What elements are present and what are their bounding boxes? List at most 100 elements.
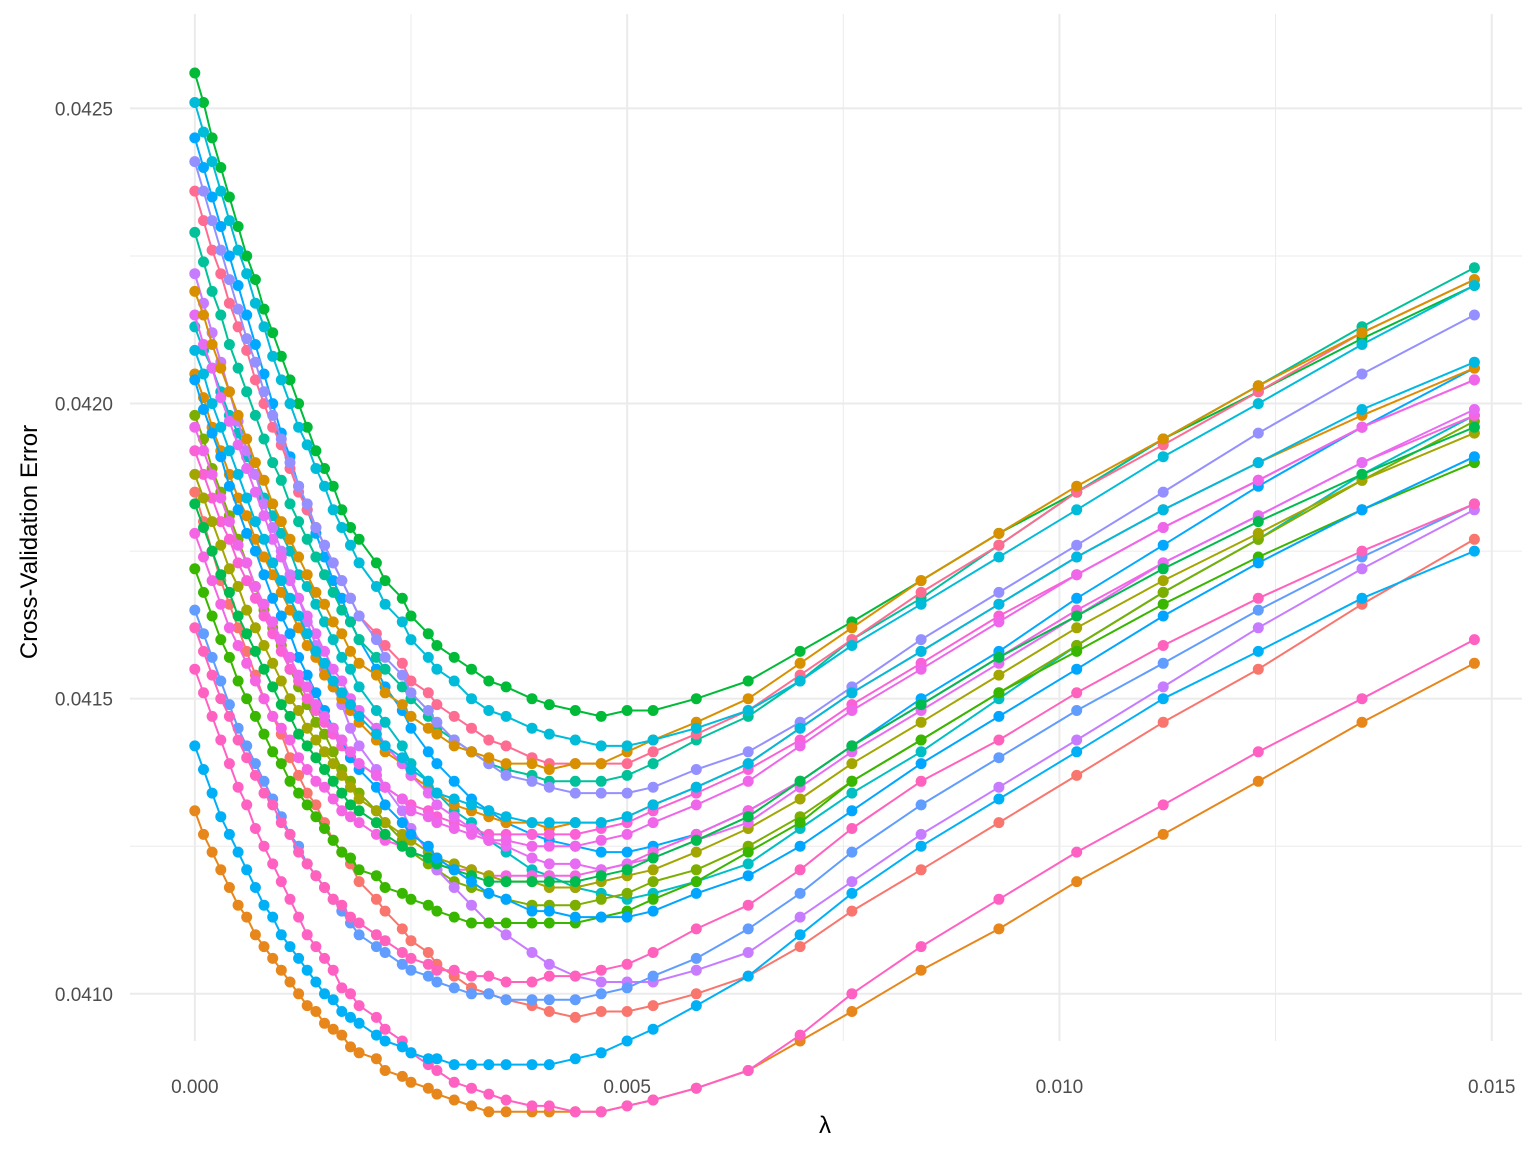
- data-point: [396, 616, 408, 628]
- data-point: [370, 893, 382, 905]
- data-point: [267, 592, 279, 604]
- data-point: [526, 758, 538, 770]
- data-point: [241, 309, 253, 321]
- data-point: [223, 191, 235, 203]
- data-point: [621, 705, 633, 716]
- data-point: [189, 740, 201, 752]
- data-point: [647, 705, 659, 716]
- data-point: [742, 775, 754, 787]
- series-23: [189, 97, 1480, 752]
- data-point: [526, 693, 538, 705]
- data-point: [846, 887, 858, 899]
- data-point: [275, 699, 287, 711]
- data-point: [223, 250, 235, 262]
- data-point: [198, 687, 209, 699]
- data-point: [543, 817, 555, 829]
- data-point: [1468, 356, 1480, 368]
- data-point: [353, 793, 365, 805]
- data-point: [1071, 645, 1083, 657]
- data-point: [258, 941, 270, 953]
- data-point: [198, 162, 209, 173]
- data-point: [319, 764, 330, 775]
- data-point: [526, 1059, 538, 1071]
- data-point: [543, 876, 555, 888]
- data-point: [621, 811, 633, 823]
- data-point: [267, 350, 279, 362]
- data-point: [241, 250, 253, 262]
- data-point: [198, 764, 209, 775]
- data-point: [1157, 693, 1169, 705]
- y-tick-labels: 0.0410 0.0415 0.0420 0.0425: [55, 99, 113, 1005]
- data-point: [223, 622, 235, 634]
- data-point: [431, 716, 443, 728]
- data-point: [206, 427, 218, 439]
- data-point: [232, 610, 244, 622]
- data-point: [543, 1059, 555, 1071]
- data-point: [241, 433, 253, 445]
- data-point: [249, 710, 261, 722]
- data-point: [466, 746, 477, 758]
- data-point: [327, 722, 339, 734]
- data-point: [396, 740, 408, 752]
- data-point: [370, 929, 382, 941]
- data-point: [215, 598, 227, 610]
- data-point: [345, 699, 356, 711]
- data-point: [223, 758, 235, 770]
- data-point: [336, 787, 348, 799]
- data-point: [345, 1041, 356, 1053]
- data-point: [1356, 421, 1368, 433]
- data-point: [223, 563, 235, 575]
- data-point: [353, 1047, 365, 1059]
- data-point: [915, 598, 927, 610]
- data-point: [1468, 421, 1480, 433]
- data-point: [379, 651, 391, 663]
- data-point: [284, 457, 296, 469]
- data-point: [448, 1059, 460, 1071]
- data-point: [915, 864, 927, 876]
- data-point: [526, 876, 538, 888]
- data-point: [232, 244, 244, 256]
- data-point: [241, 527, 253, 539]
- data-point: [1252, 474, 1264, 486]
- data-point: [241, 575, 253, 587]
- data-point: [742, 970, 754, 982]
- data-point: [310, 522, 322, 533]
- data-point: [742, 705, 754, 716]
- data-point: [232, 468, 244, 480]
- series-1: [189, 486, 1480, 1023]
- data-point: [483, 1088, 495, 1100]
- data-point: [189, 344, 201, 356]
- data-point: [258, 474, 270, 486]
- data-point: [301, 421, 313, 433]
- data-point: [189, 156, 201, 168]
- data-point: [448, 1094, 460, 1106]
- data-point: [569, 858, 581, 870]
- data-point: [189, 132, 201, 144]
- data-point: [284, 592, 296, 604]
- data-point: [448, 1076, 460, 1088]
- data-point: [396, 699, 408, 711]
- data-point: [327, 557, 339, 569]
- data-point: [232, 622, 244, 634]
- data-point: [483, 917, 495, 929]
- data-point: [249, 516, 261, 528]
- data-point: [647, 905, 659, 917]
- data-point: [405, 634, 417, 646]
- data-point: [500, 1094, 512, 1106]
- data-point: [621, 911, 633, 923]
- data-point: [345, 1011, 356, 1023]
- data-point: [189, 486, 201, 498]
- data-point: [621, 828, 633, 840]
- data-point: [310, 628, 322, 640]
- data-point: [621, 846, 633, 858]
- data-point: [1252, 398, 1264, 410]
- data-point: [370, 634, 382, 646]
- data-point: [327, 964, 339, 976]
- data-point: [595, 740, 607, 752]
- data-point: [448, 775, 460, 787]
- data-point: [993, 781, 1005, 793]
- data-point: [258, 321, 270, 333]
- data-point: [336, 982, 348, 994]
- data-point: [595, 870, 607, 882]
- data-point: [336, 651, 348, 663]
